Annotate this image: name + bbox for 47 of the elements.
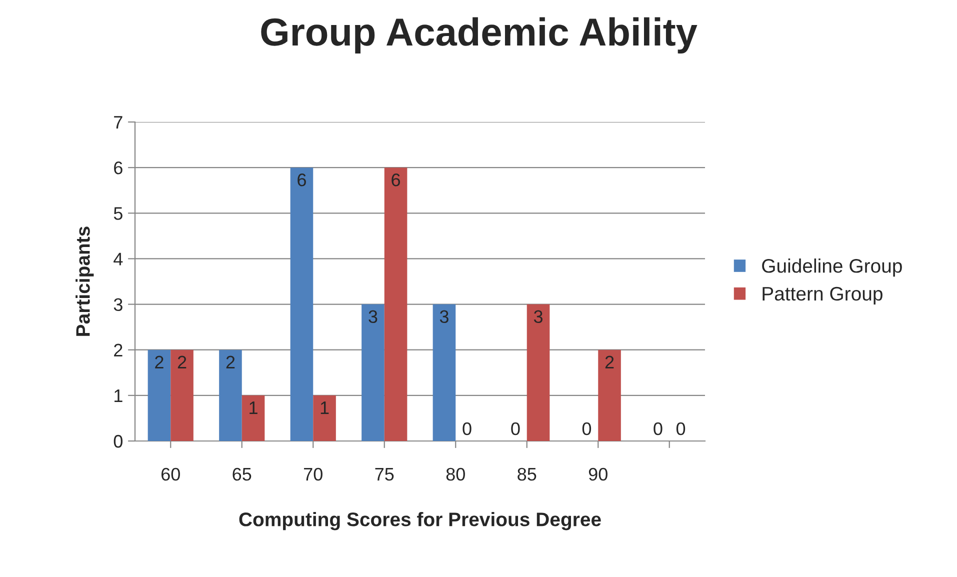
data-label: 0: [582, 422, 592, 436]
data-label: 1: [250, 402, 258, 414]
bar: [432, 304, 456, 441]
x-axis-title: Computing Scores for Previous Degree: [239, 512, 601, 530]
bar: [242, 395, 265, 441]
data-label: 2: [178, 356, 186, 368]
x-tick-label: 65: [232, 468, 252, 481]
y-tick-label: 2: [114, 344, 122, 356]
x-tick-label: 90: [588, 468, 608, 481]
x-tick-label: 70: [304, 468, 322, 481]
x-tick-label: 85: [518, 468, 536, 481]
data-label: 3: [534, 310, 543, 324]
bar: [148, 350, 171, 441]
data-label: 0: [511, 422, 520, 436]
bar: [598, 350, 621, 441]
data-label: 0: [654, 422, 662, 436]
y-tick-label: 0: [114, 434, 122, 448]
y-tick-label: 5: [114, 207, 122, 220]
y-tick-label: 6: [114, 162, 122, 174]
bar: [362, 304, 384, 441]
bar: [384, 168, 408, 441]
bar: [313, 395, 336, 441]
y-tick-label: 4: [114, 252, 123, 266]
x-tick-label: 75: [375, 468, 394, 481]
data-label: 2: [226, 356, 235, 368]
data-label: 2: [155, 356, 164, 368]
data-label: 6: [298, 174, 306, 186]
bar: [526, 304, 550, 441]
bar: [170, 350, 194, 441]
y-axis-title: Participants: [76, 226, 94, 336]
data-label: 3: [440, 310, 448, 324]
data-label: 1: [320, 402, 329, 414]
data-label: 6: [392, 174, 400, 186]
y-tick-label: 1: [114, 390, 122, 402]
x-tick-label: 80: [446, 468, 465, 481]
data-label: 3: [368, 310, 378, 324]
legend-label: Guideline Group: [762, 258, 902, 277]
legend-label: Pattern Group: [762, 286, 882, 304]
y-tick-label: 7: [114, 116, 122, 129]
x-tick-label: 60: [162, 468, 180, 481]
y-tick-label: 3: [114, 298, 122, 312]
data-label: 2: [605, 356, 614, 368]
bar: [219, 350, 242, 441]
bar: [290, 168, 314, 441]
data-label: 0: [462, 422, 472, 436]
data-label: 0: [676, 422, 686, 436]
chart-title: Group Academic Ability: [261, 17, 698, 54]
